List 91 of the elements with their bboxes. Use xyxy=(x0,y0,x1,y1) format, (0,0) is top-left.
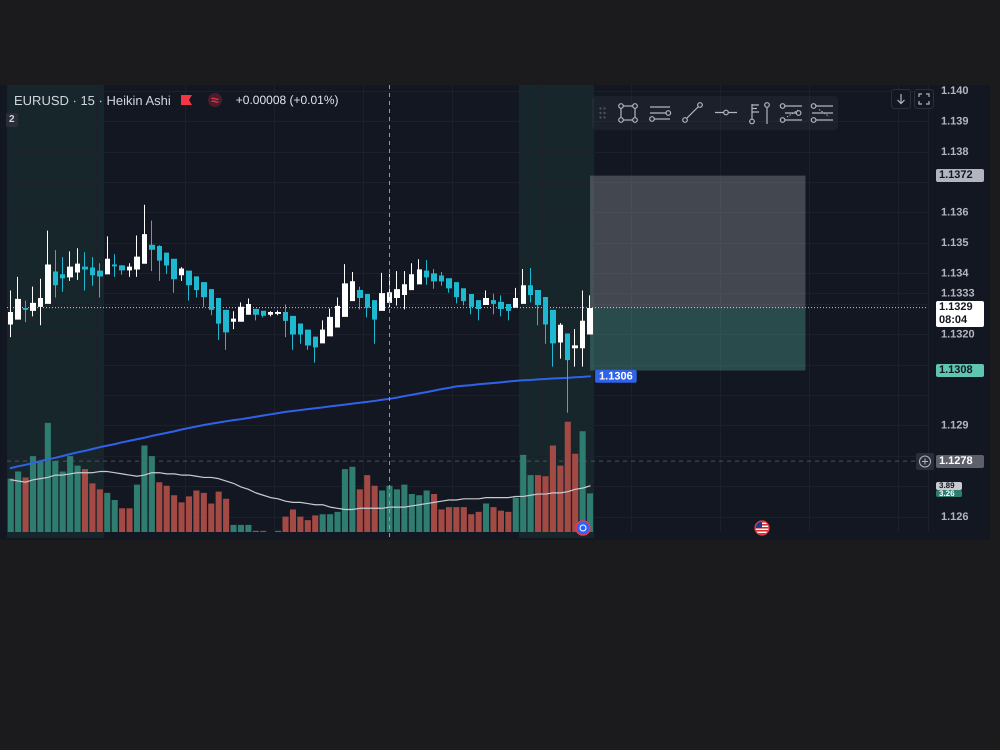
candlestick xyxy=(179,266,184,282)
y-tick-label: 1.1372 xyxy=(939,169,984,182)
candlestick xyxy=(417,258,422,284)
candlestick xyxy=(90,256,95,286)
candlestick xyxy=(535,290,541,326)
text: EURUSD · 15 · Heikin Ashi xyxy=(14,92,171,108)
candlestick xyxy=(476,300,481,321)
candlestick xyxy=(105,236,110,274)
y-tick-label: 1.1333 xyxy=(941,288,975,300)
candlestick xyxy=(53,250,58,298)
candlestick xyxy=(454,282,459,304)
candlestick xyxy=(186,270,192,302)
candlestick xyxy=(394,270,400,306)
candlestick xyxy=(424,260,429,286)
y-tick-label: 1.1308 xyxy=(939,364,984,378)
y2-tick-label: 3.26 xyxy=(939,488,962,498)
candlestick xyxy=(38,278,43,326)
ref-line-label: 1.1329 08:04 xyxy=(939,301,984,328)
candlestick xyxy=(268,310,273,317)
candlestick xyxy=(521,268,526,304)
y-tick-label: 1.1320 xyxy=(941,328,975,340)
line-series xyxy=(10,375,592,470)
candlestick xyxy=(119,264,125,276)
candlestick xyxy=(431,268,437,290)
y2-tick-label: 3.89 xyxy=(939,481,962,490)
candlestick xyxy=(67,250,73,282)
candlestick xyxy=(483,290,489,306)
candlestick xyxy=(327,308,333,336)
candlestick xyxy=(201,282,207,308)
ref-line-label: 1.1278 xyxy=(939,454,984,468)
y-tick-label: 1.135 xyxy=(941,237,969,250)
candlestick xyxy=(149,220,155,272)
y-tick-label: 1.129 xyxy=(941,420,969,432)
candlestick xyxy=(305,330,311,350)
candlestick xyxy=(506,304,511,321)
candlestick xyxy=(8,290,13,338)
candlestick xyxy=(543,297,548,344)
line-series xyxy=(10,470,591,510)
candlestick xyxy=(171,258,177,294)
candlestick xyxy=(357,286,363,310)
candlestick xyxy=(60,256,65,292)
y-tick-label: 1.138 xyxy=(941,146,969,158)
candlestick xyxy=(194,276,199,298)
candlestick xyxy=(313,336,318,364)
candlestick xyxy=(283,304,288,338)
candlestick xyxy=(498,294,504,317)
candlestick xyxy=(45,230,51,304)
candlestick xyxy=(23,300,28,323)
y-tick-label: 1.139 xyxy=(941,115,969,128)
candlestick xyxy=(275,310,281,316)
candlestick xyxy=(112,254,117,278)
candlestick xyxy=(550,310,556,368)
text: +0.00008 (+0.01%) xyxy=(236,93,339,107)
candlestick xyxy=(491,293,496,315)
candlestick xyxy=(97,262,103,298)
candlestick xyxy=(461,288,466,306)
bar xyxy=(22,477,29,532)
candlestick xyxy=(261,310,266,318)
candlestick xyxy=(223,310,229,350)
bar xyxy=(483,504,490,532)
y-tick-label: 1.136 xyxy=(941,206,969,219)
y-tick-label: 1.134 xyxy=(941,268,970,280)
candlestick xyxy=(253,308,259,321)
candlestick xyxy=(142,204,147,264)
candlestick xyxy=(365,294,370,318)
data-label: 1.1306 xyxy=(599,370,633,382)
candlestick xyxy=(350,272,355,302)
candlestick xyxy=(320,320,325,344)
candlestick xyxy=(231,310,236,330)
y-tick-label: 1.126 xyxy=(941,510,969,523)
candlestick xyxy=(572,328,578,368)
candlestick xyxy=(528,268,533,303)
candlestick xyxy=(75,248,80,280)
candlestick xyxy=(558,322,563,360)
candlestick xyxy=(216,298,221,340)
candlestick xyxy=(157,244,162,282)
candlestick xyxy=(209,289,214,316)
candlestick xyxy=(469,294,474,315)
candlestick xyxy=(372,300,377,344)
candlestick xyxy=(82,252,88,292)
y-tick-label: 1.140 xyxy=(941,85,969,98)
candlestick xyxy=(446,278,452,294)
candlestick xyxy=(164,252,169,274)
candlestick xyxy=(127,262,132,278)
candlestick xyxy=(565,334,570,414)
candlestick xyxy=(409,262,414,290)
annotation: 2 xyxy=(6,113,18,127)
candlestick xyxy=(290,316,296,350)
candlestick xyxy=(439,272,444,286)
candlestick xyxy=(134,235,140,278)
candlestick xyxy=(298,324,303,344)
